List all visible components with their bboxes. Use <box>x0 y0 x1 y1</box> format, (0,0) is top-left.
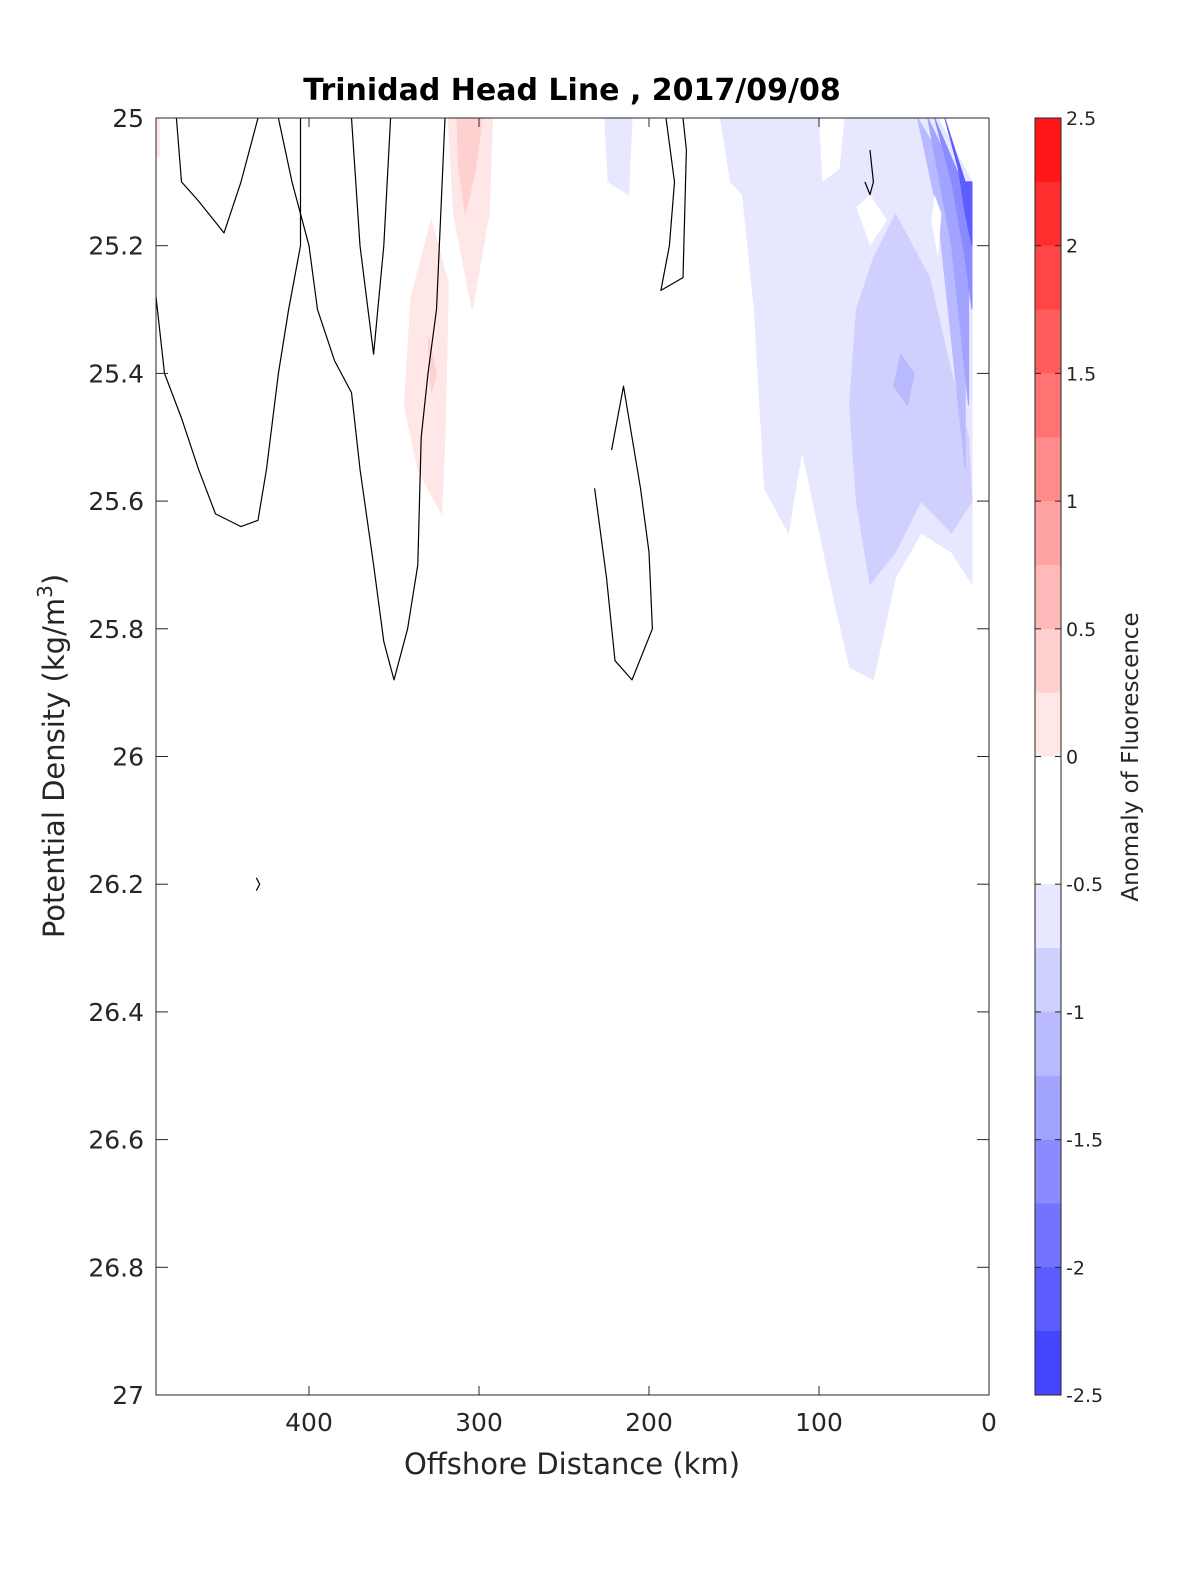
white-hole-1 <box>856 194 887 246</box>
zero-contour-5 <box>660 118 688 291</box>
x-tick-label: 200 <box>625 1408 673 1437</box>
x-axis: 400 300 200 100 0 <box>285 118 997 1437</box>
colorbar-tick-label: 0 <box>1066 747 1078 769</box>
colorbar-tick-label: -1 <box>1066 1002 1085 1024</box>
colorbar-level <box>1035 373 1061 438</box>
zero-contour-6 <box>594 385 654 681</box>
red-patch-left-edge <box>156 118 160 157</box>
colorbar-level <box>1035 628 1061 694</box>
red-patch-upper-core <box>456 118 483 214</box>
colorbar-level <box>1035 1075 1061 1141</box>
colorbar-level <box>1035 437 1061 502</box>
colorbar-tick-label: -2 <box>1066 1257 1085 1279</box>
y-tick-label: 26.4 <box>88 998 144 1027</box>
y-tick-label: 26.6 <box>88 1126 144 1155</box>
blue-region-inner <box>893 352 915 407</box>
blue-coastal-4 <box>944 118 973 246</box>
x-tick-label: 400 <box>285 1408 333 1437</box>
y-axis: 25 25.2 25.4 25.6 25.8 26 26.2 26.4 26.6 26.8 27 <box>88 104 989 1410</box>
colorbar-tick-label: 1 <box>1066 491 1078 513</box>
y-tick-label: 26.8 <box>88 1253 144 1282</box>
colorbar-level <box>1035 884 1061 949</box>
x-axis-title: Offshore Distance (km) <box>404 1447 740 1481</box>
colorbar-level <box>1035 564 1061 630</box>
y-tick-label: 25.4 <box>88 359 144 388</box>
colorbar-tick-label: 2 <box>1066 236 1078 258</box>
colorbar-tick-label: -0.5 <box>1066 874 1103 896</box>
colorbar-level <box>1035 245 1061 311</box>
y-tick-label: 26.2 <box>88 870 144 899</box>
white-holes <box>819 118 942 259</box>
contour-lines <box>156 118 875 891</box>
colorbar-tick-label: 0.5 <box>1066 619 1096 641</box>
colorbar-level <box>1035 1331 1061 1396</box>
zero-contour-2 <box>156 118 302 528</box>
colorbar-level <box>1035 948 1061 1013</box>
y-tick-label: 25.6 <box>88 487 144 516</box>
colorbar-tick-label: 2.5 <box>1066 108 1096 130</box>
colorbar-title: Anomaly of Fluorescence <box>1118 612 1144 901</box>
colorbar-ticks: 2.5 2 1.5 1 0.5 0 -0.5 -1 -1.5 -2 -2.5 <box>1035 108 1103 1407</box>
colorbar-tick-label: -1.5 <box>1066 1130 1103 1152</box>
blue-region-mid <box>849 212 973 586</box>
colorbar-level <box>1035 1203 1061 1268</box>
colorbar-level <box>1035 820 1061 885</box>
y-tick-label: 27 <box>112 1381 144 1410</box>
x-tick-label: 0 <box>981 1408 997 1437</box>
zero-contour-4 <box>350 118 392 355</box>
y-tick-label: 25 <box>112 104 144 133</box>
zero-contour-3 <box>277 118 446 681</box>
blue-patch-200 <box>604 118 633 196</box>
colorbar-tick-label: -2.5 <box>1066 1385 1103 1407</box>
y-tick-label: 25.8 <box>88 615 144 644</box>
y-tick-label: 25.2 <box>88 232 144 261</box>
colorbar-level <box>1035 692 1061 757</box>
colorbar-level <box>1035 181 1061 247</box>
colorbar-level <box>1035 309 1061 374</box>
zero-contour-7 <box>864 149 875 196</box>
colorbar <box>1035 118 1061 1396</box>
fill-regions <box>156 118 973 681</box>
colorbar-level <box>1035 756 1061 821</box>
colorbar-level <box>1035 118 1061 183</box>
y-axis-title: Potential Density (kg/m3) <box>33 574 71 938</box>
y-tick-label: 26 <box>112 743 144 772</box>
colorbar-level <box>1035 1139 1061 1204</box>
colorbar-level <box>1035 1267 1061 1332</box>
colorbar-level <box>1035 501 1061 566</box>
x-tick-label: 300 <box>455 1408 503 1437</box>
colorbar-level <box>1035 1011 1061 1077</box>
zero-contour-1 <box>175 118 259 234</box>
chart-title: Trinidad Head Line , 2017/09/08 <box>303 73 840 108</box>
colorbar-tick-label: 1.5 <box>1066 363 1096 385</box>
zero-contour-8 <box>255 877 261 891</box>
white-hole-3 <box>819 118 845 182</box>
x-tick-label: 100 <box>795 1408 843 1437</box>
white-hole-2 <box>931 194 942 259</box>
